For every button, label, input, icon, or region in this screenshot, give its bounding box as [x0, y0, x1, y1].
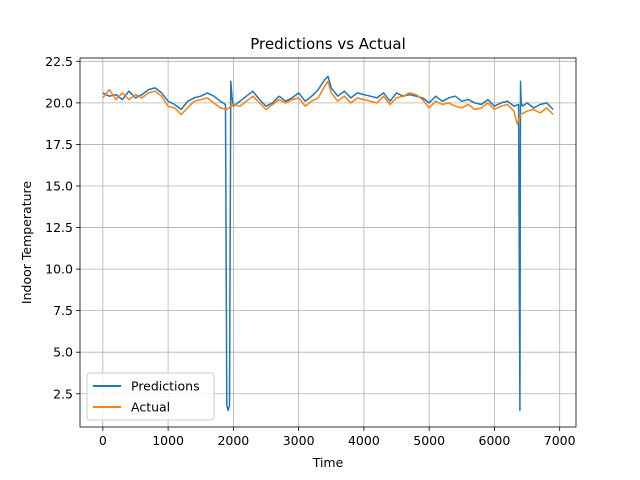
series-line-actual	[102, 80, 554, 126]
plot-frame	[79, 57, 577, 428]
y-tick-label: 5.0	[53, 345, 73, 360]
y-tick-label: 15.0	[45, 178, 73, 193]
x-tick-label: 4000	[348, 433, 380, 448]
series-line-predictions	[102, 75, 554, 412]
y-tick-label: 20.0	[45, 95, 73, 110]
legend-box	[86, 372, 215, 421]
y-tick-label: 2.5	[53, 386, 73, 401]
y-tick-label: 7.5	[53, 303, 73, 318]
x-tick-label: 3000	[283, 433, 315, 448]
y-tick-label: 12.5	[45, 220, 73, 235]
x-tick-label: 0	[99, 433, 107, 448]
y-tick-label: 10.0	[45, 262, 73, 277]
legend: Predictions Actual	[86, 372, 215, 421]
x-tick-label: 1000	[152, 433, 184, 448]
x-tick-label: 5000	[413, 433, 445, 448]
y-tick-label: 17.5	[45, 137, 73, 152]
legend-label-actual: Actual	[131, 400, 170, 415]
x-tick-label: 6000	[479, 433, 511, 448]
x-tick-label: 7000	[544, 433, 576, 448]
y-tick-label: 22.5	[45, 54, 73, 69]
series-layer	[102, 75, 554, 412]
y-axis-label: Indoor Temperature	[19, 181, 34, 304]
ticks-layer: 0 1000 2000 3000 4000 5000 6000 7000 2.5 5.0 7.5 10…	[45, 54, 575, 448]
x-tick-label: 2000	[217, 433, 249, 448]
x-axis-label: Time	[312, 455, 344, 470]
chart-title: Predictions vs Actual	[250, 35, 406, 53]
legend-label-predictions: Predictions	[131, 379, 200, 394]
